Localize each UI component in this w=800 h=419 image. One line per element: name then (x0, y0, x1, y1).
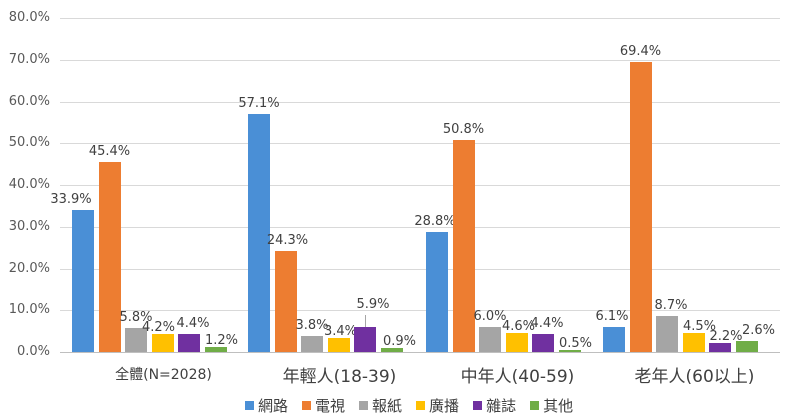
bar-廣播 (151, 334, 174, 352)
legend-label: 其他 (543, 397, 574, 415)
data-label: 4.4% (176, 315, 210, 331)
bar-其他 (204, 346, 227, 352)
y-tick-label: 0.0% (16, 344, 50, 359)
gridline (60, 59, 780, 61)
bar-廣播 (505, 332, 528, 352)
legend-item: 其他 (530, 395, 573, 416)
bar-雜誌 (178, 333, 200, 352)
y-tick-label: 70.0% (8, 51, 50, 67)
bar-雜誌 (532, 333, 554, 352)
y-tick-label: 30.0% (8, 218, 50, 234)
legend-item: 報紙 (359, 395, 402, 416)
bar-電視 (274, 250, 297, 352)
bar-其他 (735, 341, 758, 352)
data-label: 6.0% (473, 308, 507, 324)
x-category-label: 全體(N=2028) (115, 367, 212, 383)
bar-電視 (98, 162, 121, 352)
legend-swatch-icon (359, 401, 369, 410)
legend-swatch-icon (245, 401, 254, 410)
data-label: 0.5% (558, 335, 593, 351)
legend-item: 電視 (302, 395, 345, 416)
data-label: 69.4% (619, 44, 662, 60)
data-label: 2.2% (709, 328, 743, 344)
x-category-label: 年輕人(18-39) (282, 367, 397, 387)
data-label: 4.4% (530, 315, 564, 331)
data-label: 5.8% (119, 309, 153, 325)
y-tick-label: 10.0% (8, 302, 50, 318)
bar-網路 (426, 231, 448, 352)
gridline (60, 268, 780, 270)
legend-label: 廣播 (429, 397, 460, 415)
data-label: 1.2% (204, 332, 239, 348)
legend-item: 雜誌 (473, 395, 516, 416)
bar-廣播 (327, 337, 350, 352)
data-label: 4.6% (501, 318, 536, 334)
y-tick-label: 40.0% (8, 177, 50, 192)
data-label: 3.4% (323, 323, 358, 339)
data-label: 8.7% (654, 297, 688, 313)
bar-網路 (248, 113, 270, 352)
legend-label: 電視 (315, 397, 346, 415)
legend: 網路 電視 報紙 廣播 雜誌 其他 (245, 395, 573, 416)
data-label: 4.2% (141, 320, 176, 336)
data-label: 2.6% (741, 323, 776, 339)
y-tick-label: 60.0% (8, 93, 50, 109)
legend-swatch-icon (416, 401, 426, 410)
data-label: 5.9% (356, 297, 390, 313)
bar-報紙 (125, 327, 147, 352)
bar-報紙 (301, 336, 323, 352)
gridline (60, 226, 780, 228)
data-label: 24.3% (266, 232, 309, 248)
x-category-label: 老年人(60以上) (634, 367, 755, 387)
x-category-label: 中年人(40-59) (460, 367, 575, 387)
data-label: 57.1% (238, 95, 280, 111)
x-axis-line (60, 352, 780, 353)
data-label: 33.9% (50, 192, 92, 208)
y-tick-label: 50.0% (8, 135, 50, 151)
legend-label: 雜誌 (486, 397, 517, 415)
y-tick-label: 80.0% (8, 10, 50, 25)
legend-item: 網路 (245, 395, 288, 416)
data-label: 0.9% (382, 334, 417, 350)
bar-其他 (380, 348, 403, 352)
bar-雜誌 (354, 327, 376, 352)
legend-swatch-icon (530, 401, 540, 410)
bar-網路 (603, 326, 625, 352)
leader-line (365, 315, 366, 328)
legend-label: 網路 (258, 397, 289, 415)
data-label: 50.8% (442, 121, 485, 137)
gridline (60, 101, 780, 103)
gridline (60, 143, 780, 145)
legend-swatch-icon (473, 401, 483, 410)
bar-報紙 (479, 326, 501, 352)
bar-網路 (72, 210, 94, 352)
bar-雜誌 (709, 342, 731, 352)
data-label: 6.1% (595, 308, 629, 324)
y-tick-label: 20.0% (8, 260, 50, 276)
data-label: 28.8% (414, 213, 456, 229)
bar-廣播 (682, 333, 705, 352)
legend-swatch-icon (302, 401, 312, 410)
data-label: 45.4% (88, 144, 131, 160)
bar-電視 (629, 62, 652, 352)
bar-報紙 (656, 315, 678, 352)
gridline (60, 185, 780, 186)
legend-label: 報紙 (372, 397, 403, 415)
bar-其他 (558, 349, 581, 352)
data-label: 4.5% (682, 319, 717, 335)
legend-item: 廣播 (416, 395, 459, 416)
gridline (60, 18, 780, 19)
bar-電視 (452, 139, 475, 352)
gridline (60, 310, 780, 312)
data-label: 3.8% (295, 318, 329, 334)
